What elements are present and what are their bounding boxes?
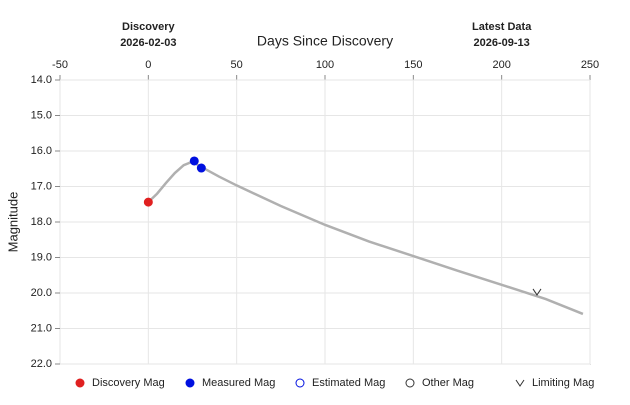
legend-label: Discovery Mag [92, 377, 165, 389]
x-tick-label: 50 [231, 59, 243, 71]
legend-label: Estimated Mag [312, 377, 385, 389]
y-tick-label: 14.0 [31, 74, 52, 86]
legend-marker [295, 378, 305, 388]
annotation-title: Latest Data [472, 21, 532, 33]
model-curve [147, 160, 584, 316]
x-tick-label: 0 [145, 59, 151, 71]
x-tick-label: 250 [581, 59, 599, 71]
y-tick-label: 18.0 [31, 216, 52, 228]
annotation-title: Discovery [122, 21, 175, 33]
legend-marker [405, 378, 415, 388]
data-point [189, 156, 199, 166]
y-tick-label: 22.0 [31, 358, 52, 370]
x-tick-label: 200 [492, 59, 510, 71]
legend-label: Limiting Mag [532, 377, 594, 389]
x-tick-label: 100 [316, 59, 334, 71]
y-tick-label: 16.0 [31, 145, 52, 157]
y-axis-label: Magnitude [5, 192, 20, 253]
limit-marker [532, 288, 542, 296]
legend-marker [75, 378, 85, 388]
y-tick-label: 20.0 [31, 287, 52, 299]
x-tick-label: 150 [404, 59, 422, 71]
legend-label: Measured Mag [202, 377, 275, 389]
annotation-date: 2026-09-13 [474, 37, 530, 49]
legend-label: Other Mag [422, 377, 474, 389]
x-tick-label: -50 [52, 59, 68, 71]
legend-marker [185, 378, 195, 388]
data-point [196, 163, 206, 173]
x-axis-label: Days Since Discovery [257, 33, 393, 49]
legend-marker [515, 379, 525, 387]
y-tick-label: 15.0 [31, 109, 52, 121]
y-tick-label: 17.0 [31, 180, 52, 192]
y-tick-label: 21.0 [31, 322, 52, 334]
annotation-date: 2026-02-03 [120, 37, 176, 49]
y-tick-label: 19.0 [31, 251, 52, 263]
data-point [143, 197, 153, 207]
